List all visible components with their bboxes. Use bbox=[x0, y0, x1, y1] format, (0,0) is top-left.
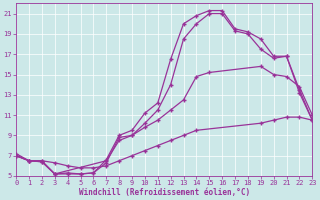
X-axis label: Windchill (Refroidissement éolien,°C): Windchill (Refroidissement éolien,°C) bbox=[79, 188, 250, 197]
